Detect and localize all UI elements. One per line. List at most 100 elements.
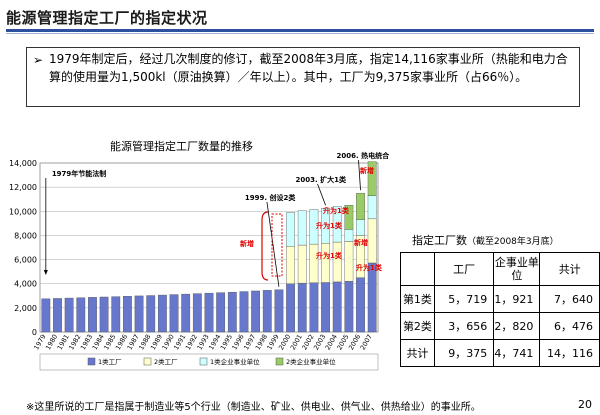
red-annotation: 升为1类 <box>323 206 350 215</box>
bar-segment <box>192 293 202 333</box>
table-row: 共计 9，375 4，741 14，116 <box>400 339 600 367</box>
bar-segment <box>157 294 167 333</box>
bar-segment <box>309 282 319 333</box>
y-tick-label: 14,000 <box>9 159 37 168</box>
y-tick-label: 6,000 <box>14 256 37 265</box>
bar-segment <box>53 298 62 333</box>
bar-segment <box>344 229 354 242</box>
bar-segment <box>88 297 97 333</box>
bar-segment <box>332 206 342 243</box>
bar-segment <box>367 161 377 196</box>
bullet-arrow-icon: ➢ <box>33 53 44 67</box>
bar-segment <box>181 293 191 333</box>
red-dashed-box <box>271 213 283 277</box>
y-tick-label: 4,000 <box>14 280 37 289</box>
bar-segment <box>356 277 365 333</box>
legend-label: 1类企业事业单位 <box>210 357 260 366</box>
table-cell: 第1类 <box>400 285 435 313</box>
table-title: 指定工厂数（截至2008年3月底） <box>412 232 559 248</box>
annotation-arrow <box>317 183 326 206</box>
bar-segment <box>41 298 51 333</box>
annotation-label: 2006. 热电统合 <box>337 151 391 160</box>
y-tick-label: 2,000 <box>14 304 37 313</box>
table-cell: 9，375 <box>433 339 495 367</box>
y-tick-label: 0 <box>32 328 37 337</box>
bar-segment <box>251 290 261 333</box>
bar-segment <box>146 295 156 333</box>
page-title: 能源管理指定工厂的指定状况 <box>6 9 208 27</box>
bar-segment <box>321 282 330 333</box>
footnote: ※这里所说的工厂是指属于制造业等5个行业（制造业、矿业、供电业、供气业、供热给业… <box>26 402 481 413</box>
bar-segment <box>309 243 319 283</box>
table-cell: 3，656 <box>433 312 495 340</box>
table-cell: 1，921 <box>493 285 541 313</box>
legend-label: 2类企业事业单位 <box>286 357 336 366</box>
bar-segment <box>367 195 377 220</box>
table-cell: 14，116 <box>539 339 600 367</box>
bar-segment <box>111 296 121 333</box>
annotation-label: 1979年节能法制 <box>52 169 106 178</box>
bar-segment <box>367 218 377 264</box>
bar-segment <box>274 289 284 333</box>
table-title-main: 指定工厂数 <box>412 234 467 247</box>
bar-segment <box>297 210 307 246</box>
y-tick-label: 10,000 <box>9 207 37 216</box>
bar-segment <box>64 297 74 333</box>
chart-title: 能源管理指定工厂数量的推移 <box>110 140 253 153</box>
red-annotation: 新增 <box>360 166 374 175</box>
bar-segment <box>216 292 226 333</box>
arrow-head-icon <box>43 270 48 275</box>
table-cell: 5，719 <box>433 285 495 313</box>
red-annotation: 升为1类 <box>356 263 383 272</box>
title-bar: 能源管理指定工厂的指定状况 <box>6 6 594 34</box>
legend-swatch <box>87 357 96 366</box>
table-header-row: 工厂 企事业单位 共计 <box>400 252 600 286</box>
legend-label: 2类工厂 <box>154 357 178 366</box>
bar-segment <box>321 243 330 283</box>
bar-segment <box>262 290 272 333</box>
red-annotation: 升为1类 <box>316 221 343 230</box>
bar-segment <box>344 281 354 333</box>
bar-segment <box>297 244 307 284</box>
table-row: 第2类 3，656 2，820 6，476 <box>400 312 600 340</box>
table-header-cell <box>400 252 435 286</box>
table-row: 第1类 5，719 1，921 7，640 <box>400 285 600 313</box>
red-annotation: 新增 <box>240 239 254 248</box>
table-header-cell: 共计 <box>539 252 600 286</box>
table-cell: 4，741 <box>493 339 541 367</box>
bar-segment <box>76 297 86 333</box>
table-cell: 共计 <box>400 339 435 367</box>
red-bracket <box>261 211 269 281</box>
bar-segment <box>286 212 295 247</box>
summary-box: ➢ 1979年制定后，经过几次制度的修订，截至2008年3月底，指定14,116… <box>26 47 580 107</box>
x-tick-label: 2007 <box>359 333 374 351</box>
bar-segment <box>321 208 330 244</box>
count-table: 工厂 企事业单位 共计 第1类 5，719 1，921 7，640 第2类 3，… <box>400 252 600 367</box>
bar-segment <box>297 282 307 333</box>
table-cell: 6，476 <box>539 312 600 340</box>
y-tick-label: 12,000 <box>9 183 37 192</box>
table-subtitle: （截至2008年3月底） <box>467 237 559 247</box>
bar-segment <box>344 241 354 282</box>
bar-segment <box>123 296 132 333</box>
table-cell: 第2类 <box>400 312 435 340</box>
bar-segment <box>332 281 342 333</box>
page-number: 20 <box>578 398 592 411</box>
bar-segment <box>204 292 214 333</box>
legend-swatch <box>275 357 284 366</box>
annotation-arrow <box>358 159 361 191</box>
bar-segment <box>227 291 237 333</box>
bar-segment <box>367 262 377 333</box>
legend-swatch <box>199 357 208 366</box>
annotation-label: 1999. 创设2类 <box>245 193 296 202</box>
title-underline-thin <box>6 33 594 34</box>
chart: 能源管理指定工厂数量的推移 0 2,000 4,000 6,000 8,000 10,00… <box>0 130 400 402</box>
bar-segment <box>332 241 342 283</box>
annotation-arrow <box>266 201 280 287</box>
bar-segment <box>239 291 249 333</box>
bar-segment <box>356 192 365 220</box>
summary-text: 1979年制定后，经过几次制度的修订，截至2008年3月底，指定14,116家事… <box>49 52 568 84</box>
annotation-label: 2003. 扩大1类 <box>296 175 347 184</box>
bar-segment <box>134 295 144 333</box>
chart-svg: 0 2,000 4,000 6,000 8,000 10,000 12,000 14,000 1… <box>9 151 391 371</box>
